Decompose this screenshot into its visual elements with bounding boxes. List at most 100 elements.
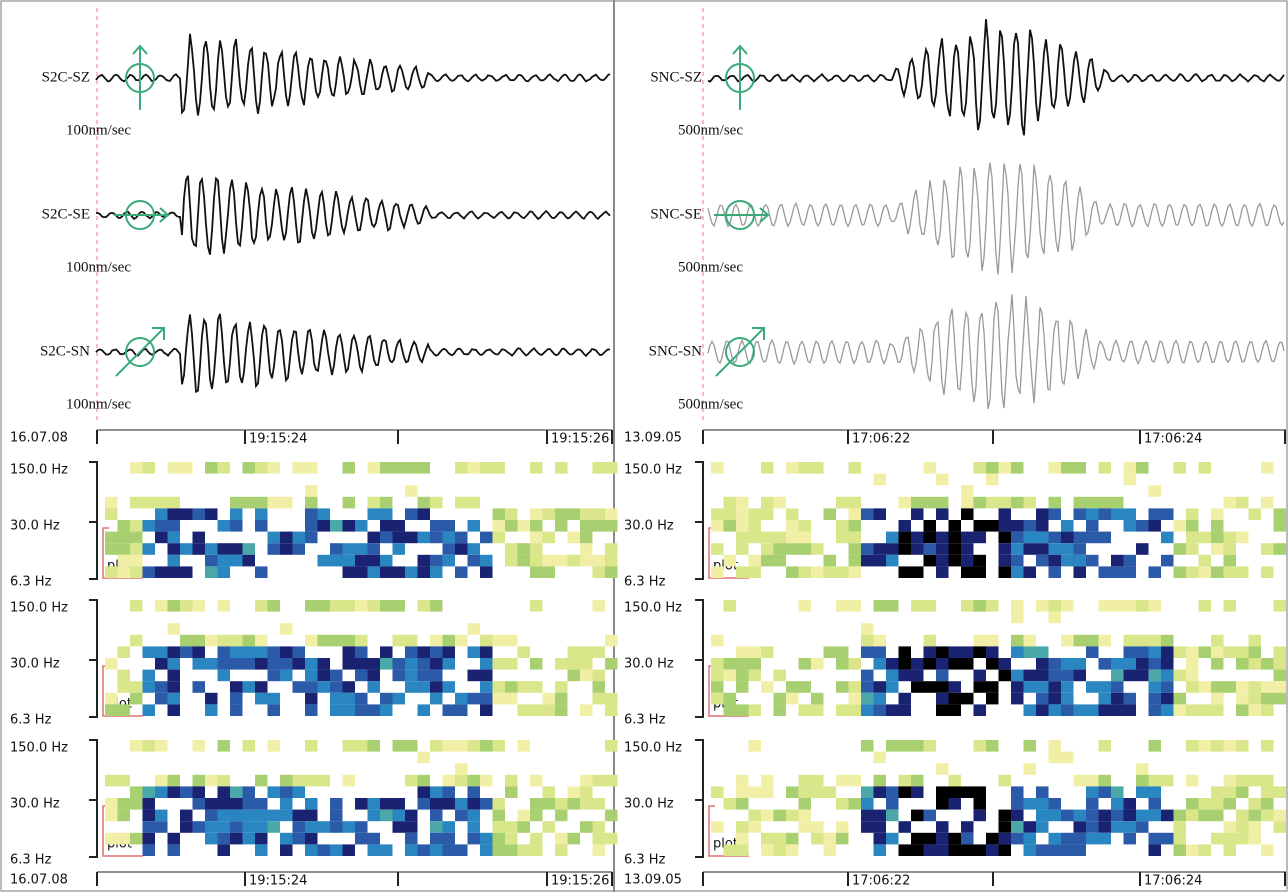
- spectrogram-cell: [1073, 844, 1086, 856]
- spectrogram-cell: [192, 543, 205, 555]
- spectrogram-cell: [948, 531, 961, 544]
- station-label: S2C-SE: [42, 206, 90, 222]
- spectrogram-cell: [986, 692, 999, 705]
- spectrogram-cell: [605, 832, 618, 845]
- spectrogram-cell: [180, 786, 193, 798]
- spectrogram-cell: [1236, 692, 1249, 705]
- spectrogram-cell: [417, 681, 430, 693]
- spectrogram-cell: [1011, 600, 1024, 612]
- spectrogram-cell: [973, 600, 986, 612]
- spectrogram-cell: [986, 646, 999, 658]
- spectrogram-cell: [267, 646, 280, 658]
- spectrogram-cell: [530, 844, 543, 856]
- spectrogram-cell: [605, 508, 618, 520]
- spectrogram-cell: [1186, 531, 1199, 544]
- spectrogram-cell: [923, 646, 936, 658]
- spectrogram-cell: [973, 844, 986, 856]
- spectrogram-cell: [1211, 786, 1224, 798]
- spectrogram-cell: [911, 832, 924, 845]
- spectrogram-cell: [380, 462, 393, 474]
- spectrogram-cell: [167, 543, 180, 555]
- spectrogram-cell: [1273, 520, 1286, 532]
- spectrogram-cell: [1273, 809, 1286, 822]
- spectrogram-cell: [380, 566, 393, 578]
- spectrogram-cell: [1073, 704, 1086, 716]
- spectrogram-cell: [1186, 658, 1199, 670]
- spectrogram-cell: [1036, 844, 1049, 856]
- spectrogram-cell: [330, 704, 343, 716]
- spectrogram-cell: [773, 496, 786, 509]
- spectrogram-cell: [217, 462, 230, 474]
- spectrogram-cell: [1086, 821, 1099, 833]
- spectrogram-cell: [973, 462, 986, 474]
- spectrogram-cell: [405, 634, 418, 647]
- spectrogram-cell: [748, 658, 761, 670]
- spectrogram-cell: [280, 809, 293, 822]
- spectrogram-cell: [455, 462, 468, 474]
- axis-time: 17:06:24: [1144, 874, 1202, 889]
- spectrogram-cell: [986, 658, 999, 670]
- spectrogram-cell: [530, 774, 543, 787]
- spectrogram-cell: [1036, 658, 1049, 670]
- spectrogram-cell: [861, 634, 874, 647]
- spectrogram-cell: [873, 634, 886, 647]
- spectrogram-cell: [267, 496, 280, 509]
- spectrogram-cell: [155, 774, 168, 787]
- spectrogram-cell: [948, 798, 961, 810]
- spectrogram-cell: [167, 692, 180, 705]
- spectrogram-cell: [217, 646, 230, 658]
- spectrogram-cell: [380, 798, 393, 810]
- spectrogram-cell: [342, 646, 355, 658]
- spectrogram-cell: [167, 554, 180, 567]
- axis-time: 19:15:26: [551, 874, 609, 889]
- spectrogram-cell: [1186, 520, 1199, 532]
- icon-circle: [725, 337, 755, 367]
- spectrogram-cell: [342, 844, 355, 856]
- spectrogram-cell: [1023, 634, 1036, 647]
- spectrogram-cell: [886, 832, 899, 845]
- spectrogram-cell: [480, 634, 493, 647]
- spectrogram-cell: [886, 704, 899, 716]
- spectrogram-cell: [230, 520, 243, 532]
- spectrogram-cell: [467, 496, 480, 509]
- axis-time: 19:15:26: [551, 432, 609, 447]
- spectrogram-cell: [761, 832, 774, 845]
- spectrogram-cell: [1061, 600, 1074, 612]
- spectrogram-cell: [1086, 681, 1099, 693]
- spectrogram-cell: [530, 658, 543, 670]
- spectrogram-cell: [480, 681, 493, 693]
- spectrogram-cell: [998, 508, 1011, 520]
- spectrogram-cell: [105, 496, 118, 509]
- spectrogram-cell: [217, 566, 230, 578]
- spectrogram-cell: [392, 531, 405, 544]
- spectrogram-cell: [1048, 669, 1061, 682]
- spectrogram-cell: [505, 774, 518, 787]
- spectrogram-cell: [292, 786, 305, 798]
- spectrogram-cell: [886, 809, 899, 822]
- spectrogram-cell: [1148, 634, 1161, 647]
- spectrogram-cell: [736, 531, 749, 544]
- spectrogram-cell: [1123, 600, 1136, 612]
- spectrogram-cell: [255, 462, 268, 474]
- spectrogram-cell: [280, 774, 293, 787]
- spectrogram-cell: [1261, 496, 1274, 509]
- freq-label: 6.3 Hz: [10, 575, 52, 590]
- spectrogram-cell: [130, 634, 143, 647]
- spectrogram-cell: [530, 704, 543, 716]
- spectrogram-cell: [1098, 508, 1111, 520]
- spectrogram-cell: [1223, 543, 1236, 555]
- spectrogram-cell: [355, 554, 368, 567]
- spectrogram-cell: [1061, 462, 1074, 474]
- spectrogram-cell: [367, 600, 380, 612]
- waveform: [95, 33, 611, 116]
- spectrogram-cell: [555, 704, 568, 716]
- spectrogram-cell: [405, 669, 418, 682]
- spectrogram-cell: [417, 751, 430, 764]
- spectrogram-cell: [130, 531, 143, 544]
- spectrogram-cell: [167, 531, 180, 544]
- spectrogram-cell: [1248, 646, 1261, 658]
- spectrogram-cell: [961, 508, 974, 520]
- spectrogram-cell: [1048, 508, 1061, 520]
- spectrogram-cell: [1261, 462, 1274, 474]
- spectrogram-cell: [911, 774, 924, 787]
